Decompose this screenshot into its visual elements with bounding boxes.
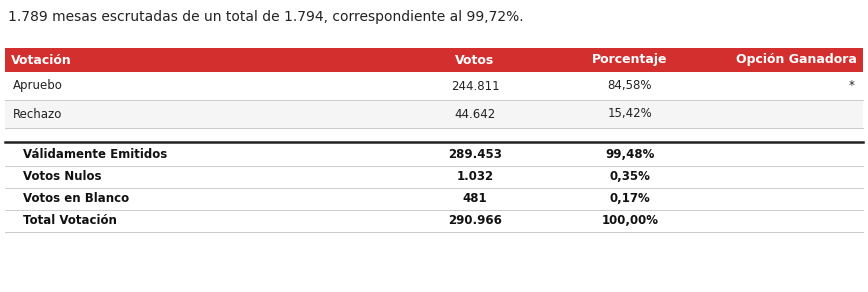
Text: Votos en Blanco: Votos en Blanco [23,192,129,206]
Bar [5,166,863,188]
Text: 481: 481 [463,192,487,206]
Bar [5,48,863,72]
Text: Votos Nulos: Votos Nulos [23,171,102,183]
Bar [5,72,863,100]
Text: Porcentaje: Porcentaje [592,53,667,67]
Bar [5,210,863,232]
Text: Opción Ganadora: Opción Ganadora [736,53,857,67]
Text: Apruebo: Apruebo [13,79,62,93]
Text: Rechazo: Rechazo [13,107,62,121]
Text: 15,42%: 15,42% [608,107,653,121]
Text: 1.032: 1.032 [457,171,494,183]
Text: 0,35%: 0,35% [609,171,650,183]
Bar [5,100,863,128]
Text: 0,17%: 0,17% [609,192,650,206]
Text: 1.789 mesas escrutadas de un total de 1.794, correspondiente al 99,72%.: 1.789 mesas escrutadas de un total de 1.… [8,10,523,24]
Bar [5,188,863,210]
Text: Total Votación: Total Votación [23,215,117,227]
Text: Votos: Votos [456,53,495,67]
Text: 84,58%: 84,58% [608,79,652,93]
Text: 244.811: 244.811 [450,79,499,93]
Text: 44.642: 44.642 [454,107,496,121]
Text: 99,48%: 99,48% [605,149,654,161]
Text: 289.453: 289.453 [448,149,502,161]
Text: Votación: Votación [11,53,72,67]
Text: 290.966: 290.966 [448,215,502,227]
Text: 100,00%: 100,00% [602,215,659,227]
Bar [5,144,863,166]
Text: Válidamente Emitidos: Válidamente Emitidos [23,149,168,161]
Text: *: * [849,79,855,93]
